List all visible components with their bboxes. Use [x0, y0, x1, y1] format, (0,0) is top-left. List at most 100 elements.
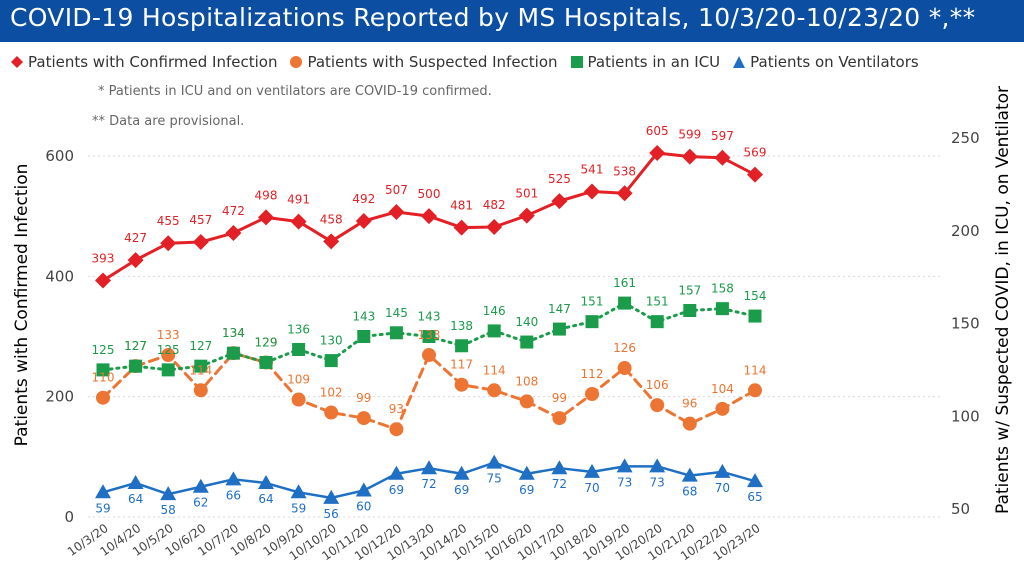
data-point-square[interactable]: [422, 329, 436, 343]
data-point-triangle[interactable]: [747, 473, 763, 488]
legend-label-confirmed: Patients with Confirmed Infection: [28, 53, 278, 71]
data-point-diamond[interactable]: [290, 213, 307, 230]
data-point-triangle[interactable]: [584, 463, 600, 478]
legend-item-suspected[interactable]: Patients with Suspected Infection: [289, 53, 558, 71]
data-point-circle[interactable]: [389, 422, 404, 437]
data-point-triangle[interactable]: [258, 475, 274, 490]
data-point-diamond[interactable]: [95, 272, 111, 289]
data-point-diamond[interactable]: [551, 193, 568, 210]
data-point-circle[interactable]: [585, 386, 599, 401]
data-label: 104: [711, 382, 734, 396]
y-tick-label: 600: [45, 147, 74, 165]
data-point-square[interactable]: [226, 346, 240, 360]
data-point-square[interactable]: [455, 339, 469, 353]
data-point-diamond[interactable]: [421, 208, 437, 225]
data-point-triangle[interactable]: [355, 482, 372, 497]
data-point-diamond[interactable]: [747, 166, 763, 183]
data-point-circle[interactable]: [422, 348, 436, 363]
data-label: 59: [291, 501, 306, 515]
data-point-diamond[interactable]: [453, 219, 470, 236]
data-label: 133: [157, 328, 180, 342]
data-point-circle[interactable]: [454, 377, 469, 392]
data-point-triangle[interactable]: [551, 460, 568, 475]
data-point-diamond[interactable]: [192, 234, 209, 251]
data-point-circle[interactable]: [161, 348, 176, 363]
data-point-square[interactable]: [259, 355, 273, 369]
data-point-square[interactable]: [96, 363, 110, 377]
data-label: 147: [548, 302, 571, 316]
data-point-diamond[interactable]: [355, 212, 372, 229]
data-point-diamond[interactable]: [486, 218, 503, 235]
data-point-diamond[interactable]: [584, 183, 600, 200]
data-point-square[interactable]: [715, 302, 729, 316]
data-point-triangle[interactable]: [616, 458, 633, 473]
data-point-diamond[interactable]: [258, 209, 274, 226]
data-point-triangle[interactable]: [518, 465, 535, 480]
data-point-square[interactable]: [520, 335, 534, 349]
data-point-diamond[interactable]: [388, 203, 405, 220]
data-point-square[interactable]: [292, 342, 306, 356]
data-point-circle[interactable]: [487, 383, 502, 398]
data-point-triangle[interactable]: [649, 458, 666, 473]
data-point-triangle[interactable]: [681, 467, 698, 482]
data-label: 569: [744, 146, 767, 160]
data-point-circle[interactable]: [96, 390, 110, 405]
data-point-circle[interactable]: [552, 411, 567, 426]
data-point-diamond[interactable]: [649, 144, 666, 161]
data-point-square[interactable]: [487, 324, 501, 338]
data-point-circle[interactable]: [519, 394, 534, 409]
data-label: 130: [320, 334, 343, 348]
data-point-diamond[interactable]: [681, 148, 698, 165]
data-point-circle[interactable]: [715, 401, 730, 416]
data-point-square[interactable]: [357, 329, 371, 343]
data-point-triangle[interactable]: [486, 454, 503, 469]
data-point-square[interactable]: [324, 354, 338, 368]
series: [95, 144, 763, 504]
legend-item-icu[interactable]: Patients in an ICU: [570, 53, 720, 71]
data-point-triangle[interactable]: [192, 478, 209, 493]
legend-item-ventilators[interactable]: Patients on Ventilators: [732, 53, 919, 71]
data-point-triangle[interactable]: [160, 486, 177, 501]
data-point-diamond[interactable]: [160, 235, 177, 252]
data-point-circle[interactable]: [291, 392, 306, 407]
data-point-triangle[interactable]: [388, 465, 405, 480]
data-point-square[interactable]: [389, 326, 403, 340]
data-point-square[interactable]: [683, 304, 697, 318]
data-point-triangle[interactable]: [323, 489, 340, 504]
data-point-circle[interactable]: [617, 361, 632, 376]
data-point-diamond[interactable]: [323, 233, 340, 250]
data-point-circle[interactable]: [650, 398, 665, 413]
data-point-square[interactable]: [552, 322, 566, 336]
data-point-square[interactable]: [748, 309, 762, 323]
legend-item-confirmed[interactable]: Patients with Confirmed Infection: [10, 53, 277, 71]
data-point-circle[interactable]: [682, 416, 697, 431]
data-point-square[interactable]: [129, 359, 143, 373]
data-point-triangle[interactable]: [453, 465, 470, 480]
data-point-square[interactable]: [650, 315, 664, 329]
data-point-triangle[interactable]: [421, 460, 437, 475]
data-point-diamond[interactable]: [127, 252, 144, 269]
y2-tick-label: 150: [951, 315, 980, 333]
data-point-triangle[interactable]: [127, 475, 144, 490]
data-point-square[interactable]: [161, 363, 175, 377]
data-point-diamond[interactable]: [225, 225, 242, 242]
data-point-square[interactable]: [585, 315, 599, 329]
data-point-diamond[interactable]: [714, 149, 731, 166]
data-point-circle[interactable]: [356, 411, 371, 426]
data-point-triangle[interactable]: [225, 471, 242, 486]
data-point-circle[interactable]: [193, 383, 208, 398]
y-tick-label: 400: [45, 267, 74, 285]
data-point-circle[interactable]: [324, 405, 339, 420]
data-label: 145: [385, 306, 408, 320]
data-point-diamond[interactable]: [518, 207, 535, 224]
data-label: 481: [450, 199, 473, 213]
data-point-triangle[interactable]: [714, 463, 731, 478]
data-point-square[interactable]: [618, 296, 632, 310]
data-point-triangle[interactable]: [290, 484, 307, 499]
data-label: 507: [385, 183, 408, 197]
data-point-diamond[interactable]: [616, 185, 633, 202]
data-point-circle[interactable]: [748, 383, 762, 398]
data-point-triangle[interactable]: [95, 484, 111, 499]
data-point-square[interactable]: [194, 359, 208, 373]
